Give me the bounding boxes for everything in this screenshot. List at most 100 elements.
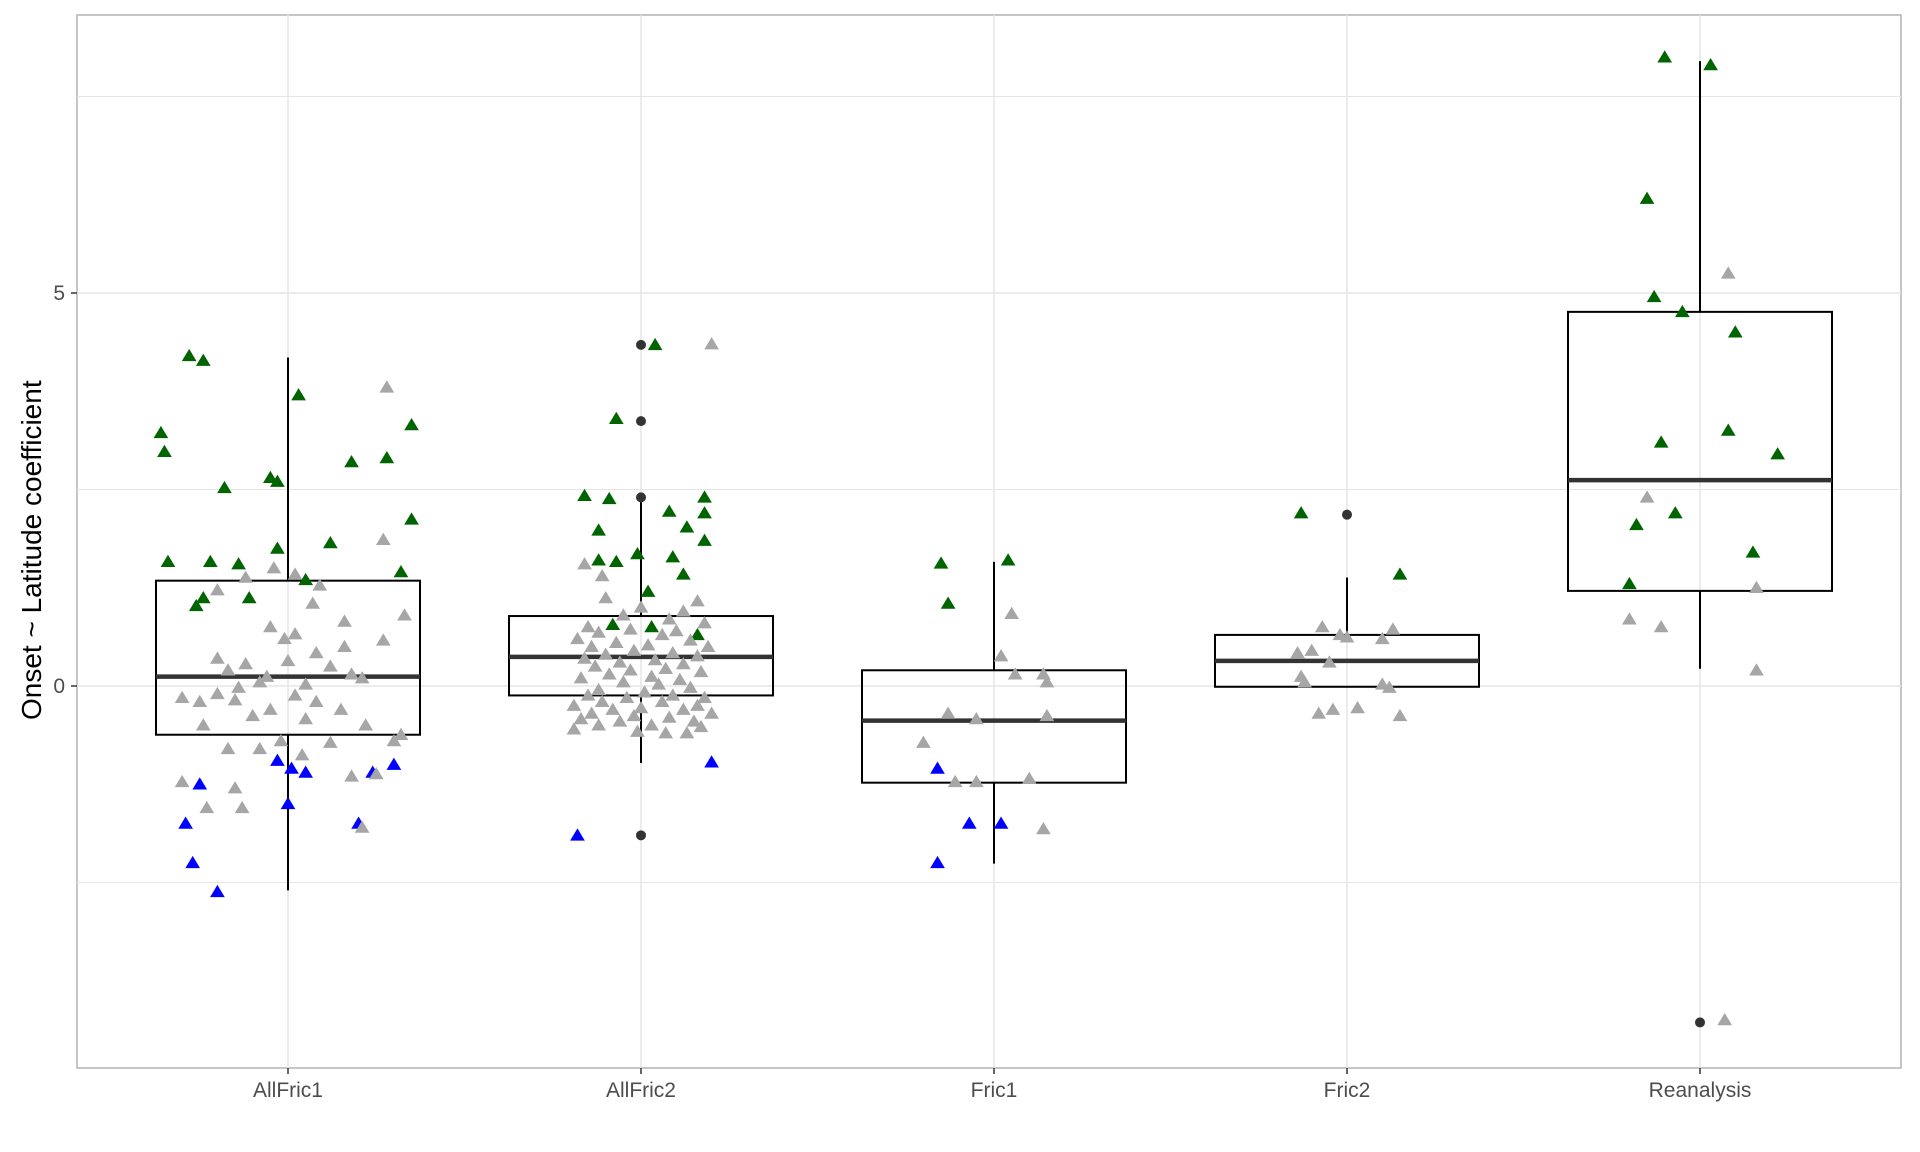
data-point-neu bbox=[287, 688, 303, 701]
data-point-neu bbox=[1749, 663, 1764, 676]
data-point-neu bbox=[379, 380, 395, 393]
data-point-neu bbox=[616, 675, 631, 688]
data-point-neu bbox=[1720, 266, 1736, 279]
data-point-pos bbox=[605, 617, 621, 630]
data-point-pos bbox=[231, 557, 246, 570]
data-point-neu bbox=[323, 735, 338, 748]
data-point-neu bbox=[1639, 490, 1655, 503]
data-point-neu bbox=[654, 694, 670, 707]
data-point-neu bbox=[312, 578, 328, 591]
data-point-pos bbox=[640, 584, 656, 597]
data-point-pos bbox=[933, 556, 949, 569]
data-point-neu bbox=[654, 627, 670, 641]
data-point-neu bbox=[672, 672, 688, 685]
box-fric1 bbox=[861, 561, 1127, 864]
points-allfric1 bbox=[153, 348, 419, 898]
data-point-neu bbox=[368, 767, 384, 780]
data-point-neu bbox=[199, 800, 215, 814]
data-point-neu bbox=[993, 649, 1009, 662]
data-point-pos bbox=[270, 541, 285, 554]
plot-panel bbox=[76, 14, 1902, 1069]
data-point-neu bbox=[231, 680, 246, 693]
data-point-pos bbox=[263, 470, 278, 483]
data-point-pos bbox=[1653, 435, 1669, 448]
data-point-neu bbox=[661, 710, 677, 723]
data-point-neu bbox=[220, 663, 236, 676]
data-point-neu bbox=[1350, 701, 1365, 714]
point-layer bbox=[153, 50, 1786, 1026]
y-tick-label: 0 bbox=[53, 675, 65, 698]
data-point-neu bbox=[1325, 702, 1341, 715]
data-point-pos bbox=[647, 337, 663, 351]
box-allfric1 bbox=[155, 357, 421, 891]
data-point-neu bbox=[619, 690, 635, 704]
outlier-point bbox=[636, 416, 646, 427]
data-point-pos bbox=[393, 565, 409, 578]
data-point-pos bbox=[577, 488, 592, 502]
outlier-point bbox=[636, 339, 646, 350]
data-point-pos bbox=[270, 474, 285, 487]
data-point-neu bbox=[354, 671, 370, 684]
data-point-neu bbox=[697, 616, 712, 629]
data-point-neu bbox=[916, 735, 931, 748]
y-tick-label: 5 bbox=[53, 282, 65, 305]
data-point-neu bbox=[704, 337, 719, 350]
data-point-pos bbox=[661, 504, 677, 517]
data-point-neu bbox=[679, 726, 695, 739]
data-point-neu bbox=[601, 667, 617, 680]
data-point-pos bbox=[1657, 50, 1673, 63]
x-tick-label: Reanalysis bbox=[1649, 1079, 1752, 1102]
data-point-neu bbox=[277, 631, 292, 645]
data-point-neu bbox=[612, 655, 628, 668]
data-point-neu bbox=[633, 600, 649, 613]
data-point-neu bbox=[227, 693, 243, 706]
data-point-neu bbox=[287, 567, 303, 580]
data-point-neg bbox=[930, 855, 945, 869]
box-body bbox=[155, 579, 421, 736]
data-point-neu bbox=[690, 649, 705, 662]
data-point-pos bbox=[202, 554, 218, 568]
data-point-neu bbox=[1339, 630, 1355, 643]
data-point-neu bbox=[947, 774, 963, 788]
data-point-neu bbox=[591, 682, 606, 696]
data-point-neu bbox=[234, 800, 250, 814]
data-point-neu bbox=[700, 639, 716, 652]
data-point-neu bbox=[665, 645, 681, 659]
data-point-neu bbox=[238, 570, 253, 583]
data-point-neu bbox=[1297, 675, 1312, 688]
data-point-neu bbox=[337, 614, 352, 627]
data-point-neu bbox=[358, 718, 374, 731]
data-point-neu bbox=[661, 612, 677, 625]
x-tick-label: AllFric2 bbox=[606, 1079, 676, 1102]
data-point-neu bbox=[637, 685, 652, 698]
data-point-pos bbox=[679, 520, 695, 533]
data-point-neu bbox=[298, 677, 313, 690]
data-point-neu bbox=[605, 702, 621, 715]
data-point-neu bbox=[969, 712, 984, 725]
data-point-neu bbox=[683, 680, 698, 693]
data-point-pos bbox=[1703, 58, 1718, 71]
data-point-neg bbox=[178, 816, 193, 829]
data-point-neu bbox=[252, 741, 268, 755]
data-point-neu bbox=[584, 706, 599, 719]
data-point-pos bbox=[181, 348, 197, 362]
data-point-neu bbox=[263, 702, 278, 715]
data-point-neu bbox=[651, 677, 666, 690]
data-point-neu bbox=[940, 706, 956, 719]
data-point-pos bbox=[344, 454, 359, 468]
data-point-neg bbox=[386, 757, 402, 770]
outlier-point bbox=[636, 830, 646, 841]
data-point-pos bbox=[697, 490, 712, 503]
points-allfric2 bbox=[566, 337, 719, 841]
data-point-neu bbox=[658, 661, 674, 674]
data-point-pos bbox=[591, 523, 606, 536]
data-point-neu bbox=[266, 561, 282, 574]
data-point-neu bbox=[566, 722, 582, 735]
data-point-neu bbox=[665, 688, 681, 701]
data-point-neg bbox=[185, 855, 201, 869]
data-point-pos bbox=[1720, 423, 1736, 436]
data-point-pos bbox=[153, 425, 169, 439]
data-point-neu bbox=[612, 714, 628, 727]
data-point-pos bbox=[188, 598, 204, 612]
